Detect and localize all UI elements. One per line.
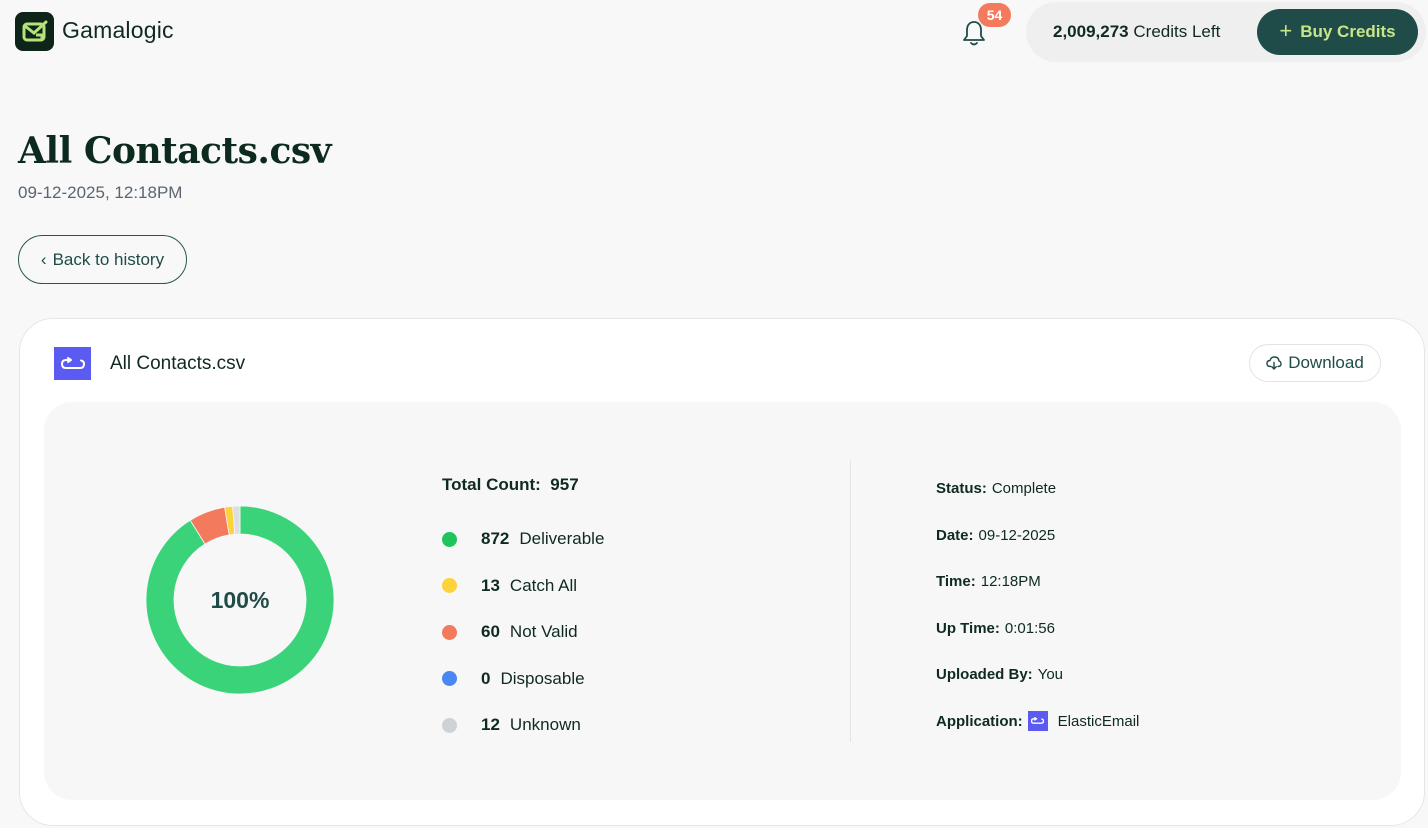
file-details: Status: Complete Date: 09-12-2025 Time: … xyxy=(936,480,1139,759)
donut-slice-deliverable[interactable] xyxy=(146,506,334,694)
credits-label: Credits Left xyxy=(1133,22,1221,41)
back-to-history-button[interactable]: ‹ Back to history xyxy=(18,235,187,284)
gray-dot-icon xyxy=(442,717,457,733)
credits-panel: 2,009,273 Credits Left + Buy Credits xyxy=(1026,2,1426,62)
elasticemail-icon xyxy=(1027,710,1048,731)
green-dot-icon xyxy=(442,531,457,547)
total-count-label: Total Count: xyxy=(442,475,541,494)
credits-amount: 2,009,273 xyxy=(1053,22,1129,41)
back-to-history-label: Back to history xyxy=(52,249,165,269)
download-button[interactable]: Download xyxy=(1249,344,1381,382)
legend-item-not-valid: 60 Not Valid xyxy=(442,609,604,656)
total-count: Total Count: 957 xyxy=(442,475,579,495)
total-count-value: 957 xyxy=(550,475,579,494)
gamalogic-logo-icon[interactable] xyxy=(15,12,54,51)
page-title: All Contacts.csv xyxy=(18,130,332,172)
brand-name[interactable]: Gamalogic xyxy=(62,17,174,43)
detail-up-time: Up Time: 0:01:56 xyxy=(936,619,1055,637)
blue-dot-icon xyxy=(442,671,457,687)
donut-slice-unknown[interactable] xyxy=(232,506,241,535)
integration-icon xyxy=(54,347,91,380)
legend-item-disposable: 0 Disposable xyxy=(442,656,604,703)
buy-credits-label: Buy Credits xyxy=(1300,22,1396,41)
vertical-divider xyxy=(850,460,851,742)
file-name: All Contacts.csv xyxy=(110,353,246,374)
top-bar: Gamalogic 54 2,009,273 Credits Left + Bu… xyxy=(0,0,1428,64)
page-subtitle-datetime: 09-12-2025, 12:18PM xyxy=(18,183,183,202)
detail-application: Application: ElasticEmail xyxy=(936,710,1140,731)
summary-panel: 100% Total Count: 957 872 Deliverable 13… xyxy=(44,402,1401,800)
file-result-card: All Contacts.csv Download 100% Total Cou… xyxy=(19,318,1425,826)
donut-center-label: 100% xyxy=(210,586,270,613)
yellow-dot-icon xyxy=(442,578,457,594)
detail-time: Time: 12:18PM xyxy=(936,573,1041,590)
notification-badge[interactable]: 54 xyxy=(978,3,1011,27)
detail-uploaded-by: Uploaded By: You xyxy=(936,666,1063,683)
red-dot-icon xyxy=(442,624,457,640)
legend: 872 Deliverable 13 Catch All 60 Not Vali… xyxy=(442,516,604,749)
detail-date: Date: 09-12-2025 xyxy=(936,526,1056,544)
credits-left: 2,009,273 Credits Left xyxy=(1053,22,1220,42)
legend-item-unknown: 12 Unknown xyxy=(442,702,604,749)
legend-item-catch-all: 13 Catch All xyxy=(442,563,604,610)
download-label: Download xyxy=(1288,353,1364,372)
detail-status: Status: Complete xyxy=(936,480,1057,497)
chevron-left-icon: ‹ xyxy=(40,249,47,269)
legend-item-deliverable: 872 Deliverable xyxy=(442,516,604,563)
cloud-download-icon xyxy=(1266,356,1282,370)
buy-credits-button[interactable]: + Buy Credits xyxy=(1257,9,1418,55)
plus-icon: + xyxy=(1279,18,1293,43)
results-donut-chart xyxy=(146,506,334,694)
bell-icon[interactable] xyxy=(960,18,988,48)
